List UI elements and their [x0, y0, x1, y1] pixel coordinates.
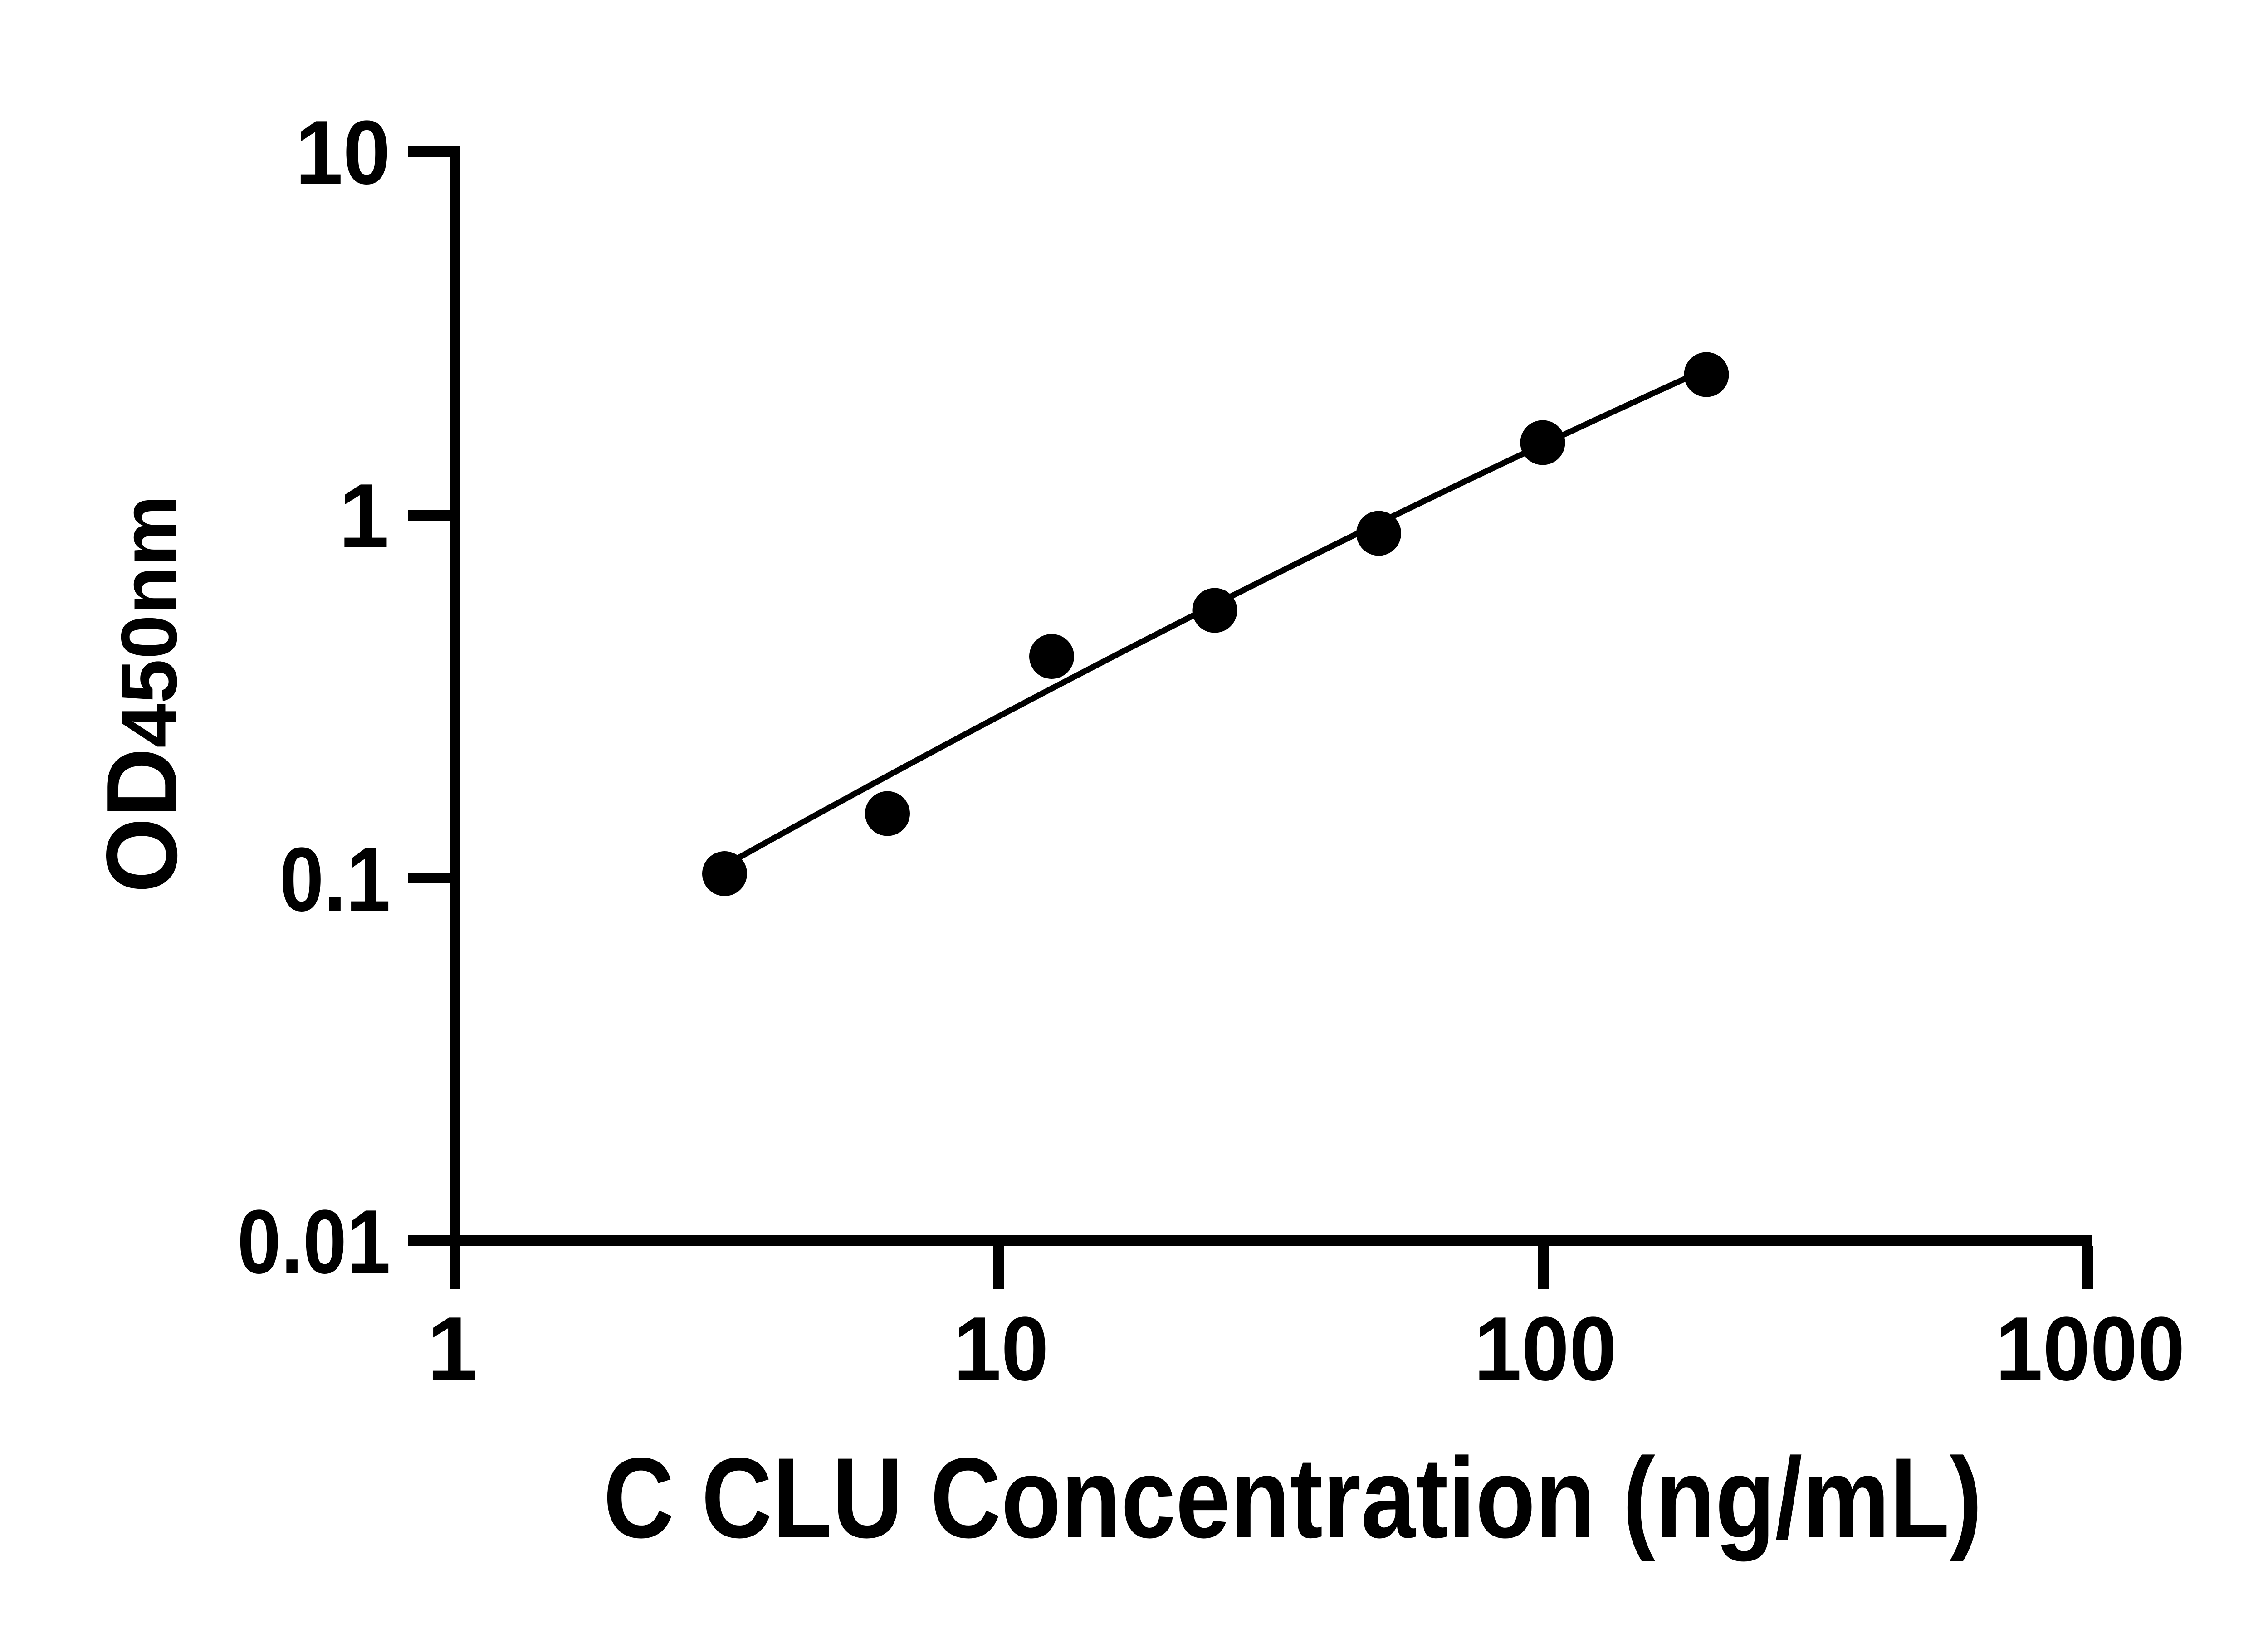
svg-text:0.01: 0.01	[237, 1191, 391, 1292]
svg-text:0.1: 0.1	[279, 829, 391, 930]
svg-text:100: 100	[1474, 1298, 1617, 1399]
svg-text:1: 1	[339, 465, 389, 566]
svg-text:10: 10	[953, 1298, 1049, 1399]
svg-text:OD450nm: OD450nm	[86, 495, 198, 893]
svg-text:C CLU Concentration (ng/mL): C CLU Concentration (ng/mL)	[603, 1434, 1982, 1562]
svg-text:1000: 1000	[1995, 1298, 2185, 1399]
svg-text:10: 10	[295, 102, 391, 203]
svg-text:1: 1	[427, 1298, 477, 1399]
